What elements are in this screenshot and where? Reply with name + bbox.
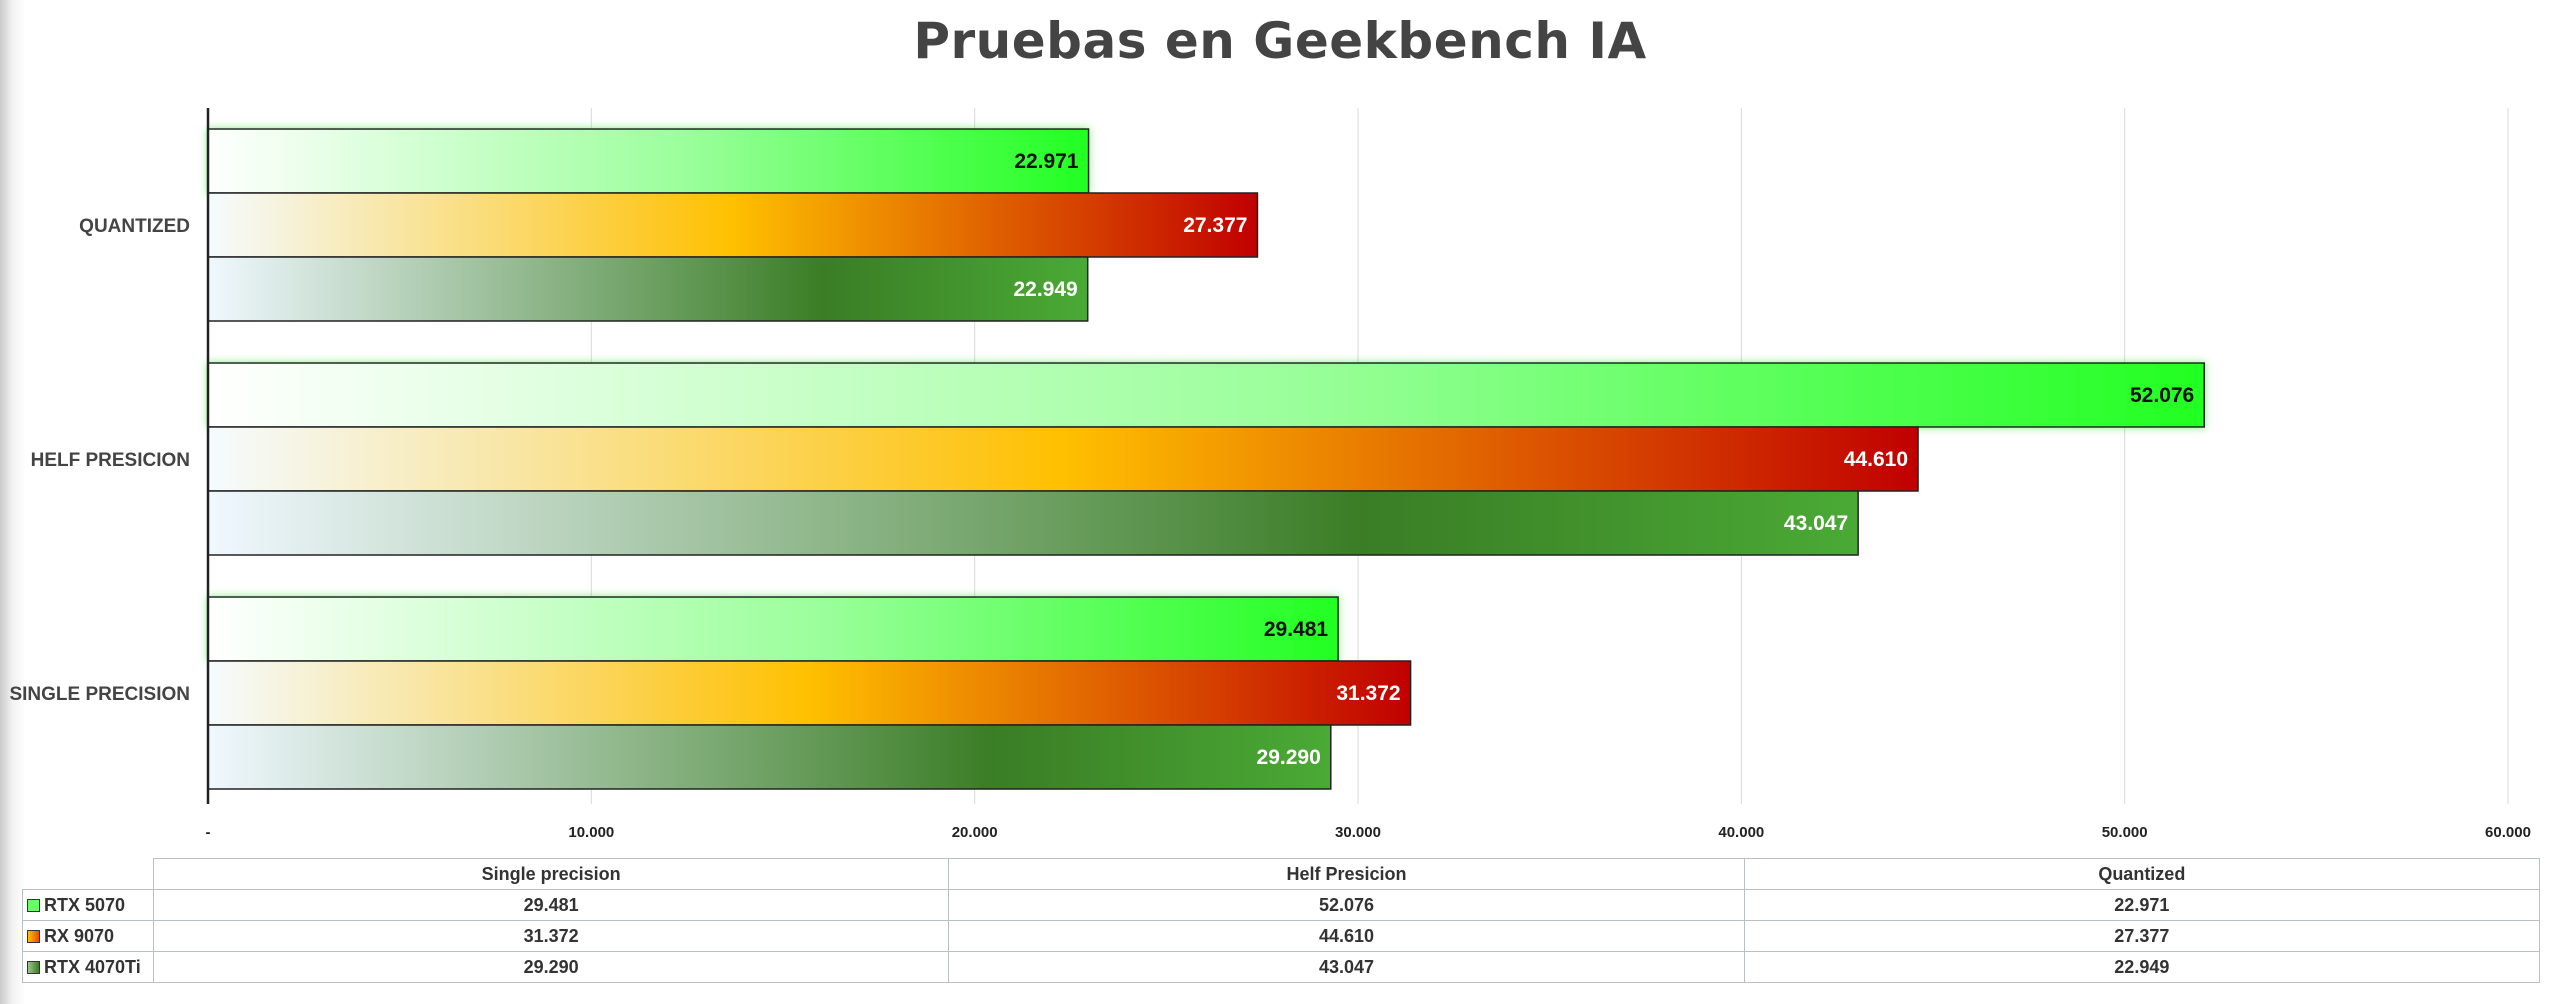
bar-rx-9070 [207, 660, 1412, 726]
legend-key-rx9070 [27, 929, 40, 943]
bar-rtx-4070ti [207, 256, 1089, 322]
bar-data-label: 27.377 [1183, 214, 1247, 237]
x-tick-label: 10.000 [568, 824, 614, 841]
data-cell: 44.610 [948, 920, 1745, 952]
series-name-cell: RTX 4070Ti [22, 951, 154, 983]
bar-data-label: 29.481 [1264, 618, 1329, 641]
series-name: RTX 5070 [44, 894, 126, 915]
x-tick-label: 40.000 [1718, 824, 1764, 841]
left-edge-shadow [0, 0, 26, 1004]
series-name: RTX 4070Ti [44, 956, 141, 977]
category-label: QUANTIZED [79, 216, 190, 237]
data-cell: 29.290 [152, 951, 950, 983]
bars: 22.971 27.377 22.949 52.076 44.610 43.047 29.4… [207, 128, 2205, 790]
data-cell: 22.971 [1743, 889, 2541, 921]
x-tick-label: 20.000 [952, 824, 998, 841]
data-table-corner [22, 858, 154, 890]
data-table-row: RTX 5070 29.481 52.076 22.971 [22, 889, 2541, 921]
bar-data-label: 31.372 [1336, 682, 1400, 705]
legend-key-rtx4070ti [27, 960, 40, 974]
bar-rx-9070 [207, 426, 1919, 492]
legend-key-rtx5070 [27, 898, 40, 912]
bar-rtx-4070ti [207, 724, 1332, 790]
bar-data-label: 22.971 [1014, 150, 1079, 173]
bar-data-label: 52.076 [2130, 384, 2194, 407]
bar-data-label: 22.949 [1013, 278, 1077, 301]
bar-data-label: 44.610 [1844, 448, 1908, 471]
axes: - 10.000 20.000 30.000 40.000 50.000 60.000 QUA… [9, 108, 2531, 841]
x-tick-label: 30.000 [1335, 824, 1381, 841]
data-cell: 52.076 [948, 889, 1745, 921]
data-table: Single precision Helf Presicion Quantize… [22, 858, 2541, 983]
bar-chart: 22.971 27.377 22.949 52.076 44.610 43.047 29.4… [9, 108, 2531, 841]
bar-rx-9070 [207, 192, 1259, 258]
data-cell: 29.481 [152, 889, 950, 921]
bar-rtx-5070 [207, 128, 1090, 194]
data-table-row: RTX 4070Ti 29.290 43.047 22.949 [22, 951, 2541, 983]
data-cell: 22.949 [1743, 951, 2541, 983]
x-tick-label: 60.000 [2485, 824, 2531, 841]
series-name: RX 9070 [44, 925, 115, 946]
bar-data-label: 29.290 [1257, 746, 1321, 769]
chart-title: Pruebas en Geekbench IA [913, 12, 1647, 70]
bar-rtx-5070 [207, 596, 1339, 662]
data-table-header-half: Helf Presicion [948, 858, 1745, 890]
data-table-header-row: Single precision Helf Presicion Quantize… [22, 858, 2541, 890]
series-name-cell: RX 9070 [22, 920, 154, 952]
bar-rtx-5070 [207, 362, 2205, 428]
data-cell: 27.377 [1743, 920, 2541, 952]
series-name-cell: RTX 5070 [22, 889, 154, 921]
data-table-header-single: Single precision [152, 858, 950, 890]
category-label: HELF PRESICION [31, 450, 190, 471]
x-tick-label: - [206, 824, 211, 841]
data-table-row: RX 9070 31.372 44.610 27.377 [22, 920, 2541, 952]
data-cell: 43.047 [948, 951, 1745, 983]
data-table-header-quantized: Quantized [1743, 858, 2541, 890]
x-tick-label: 50.000 [2102, 824, 2148, 841]
data-cell: 31.372 [152, 920, 950, 952]
bar-rtx-4070ti [207, 490, 1859, 556]
category-label: SINGLE PRECISION [9, 684, 190, 705]
bar-data-label: 43.047 [1784, 512, 1848, 535]
